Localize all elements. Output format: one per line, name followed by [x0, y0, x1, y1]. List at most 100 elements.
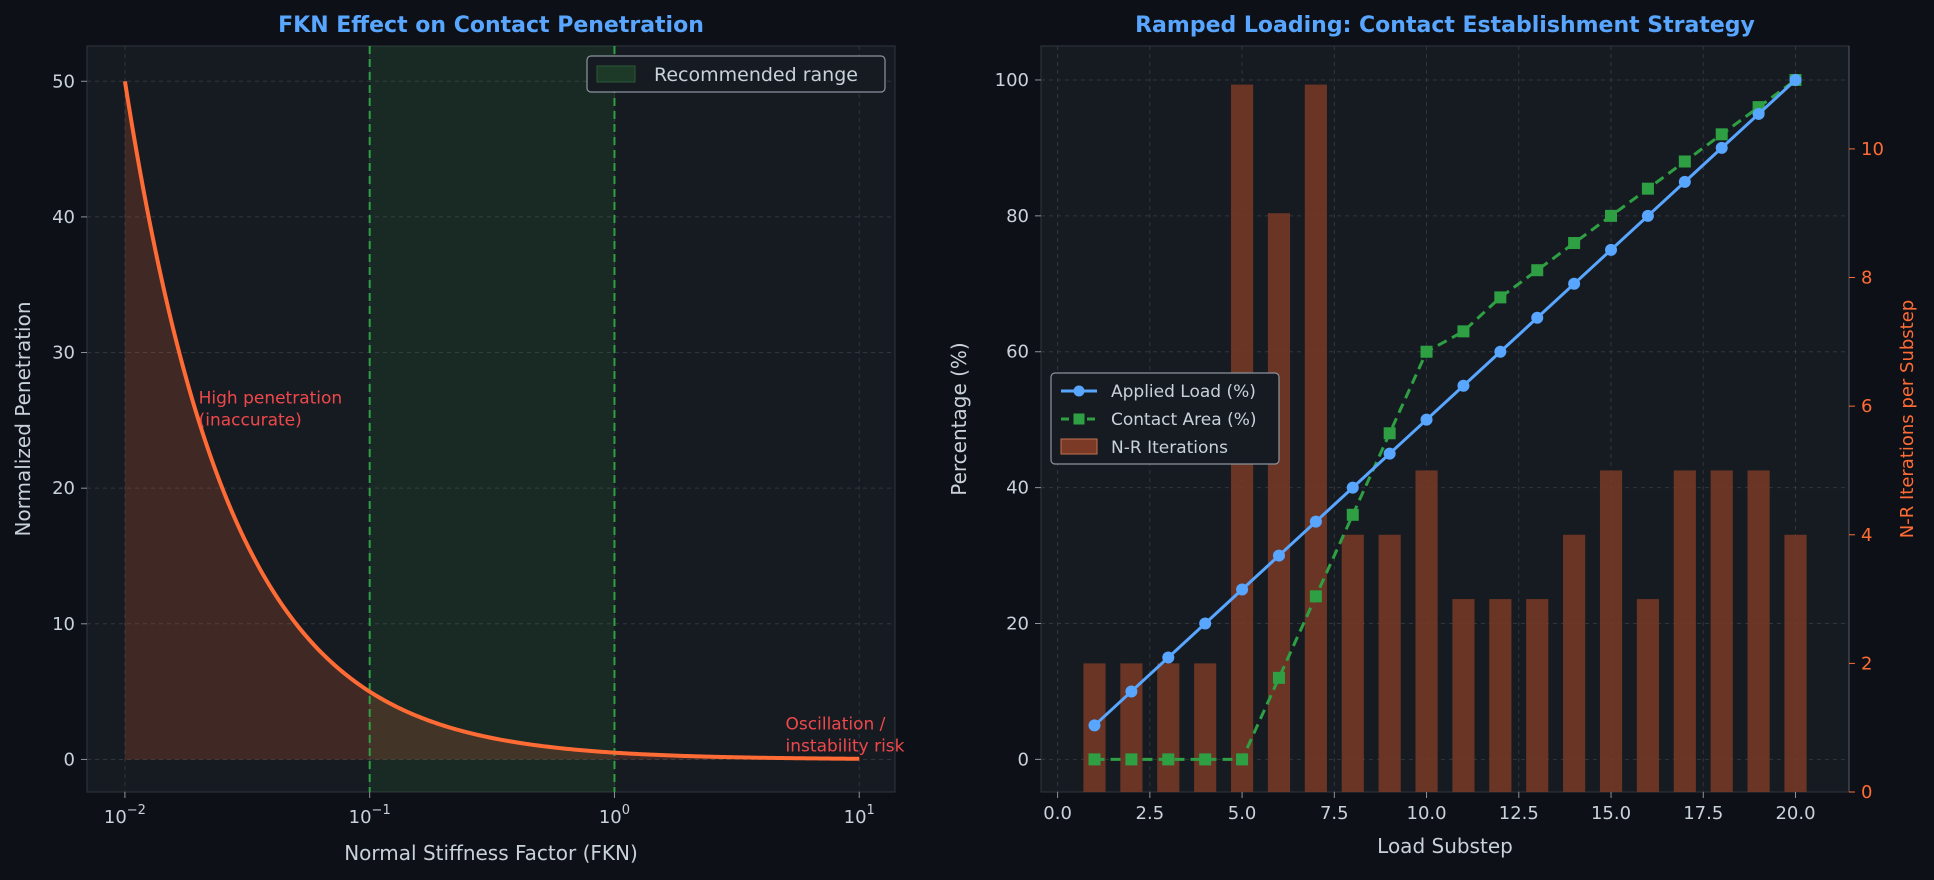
penetration-y-tick-label: 30 — [52, 343, 75, 364]
applied-load-markers — [1088, 73, 1802, 732]
iteration-bar — [1378, 534, 1401, 792]
contact-area-point — [1199, 753, 1212, 766]
applied-load-point — [1088, 719, 1101, 732]
contact-area-point — [1641, 182, 1654, 195]
ramped-y-tick-label: 100 — [995, 70, 1029, 91]
ramped-x-tick-label: 0.0 — [1043, 803, 1072, 824]
iteration-bars — [1083, 84, 1807, 793]
applied-load-point — [1678, 175, 1691, 188]
iterations-legend-swatch — [1060, 438, 1098, 455]
ramped-x-tick-label: 17.5 — [1683, 803, 1723, 824]
applied-load-point — [1309, 515, 1322, 528]
penetration-legend: Recommended range — [586, 55, 886, 93]
applied-load-point — [1605, 243, 1618, 256]
ramped-right-y-tick-label: 0 — [1861, 782, 1872, 803]
high-penetration-annotation: High penetration (inaccurate) — [199, 388, 343, 430]
ramped-x-tick-label: 12.5 — [1499, 803, 1539, 824]
iteration-bar — [1747, 470, 1770, 792]
contact-area-point — [1568, 237, 1581, 250]
contact-area-point — [1088, 753, 1101, 766]
ramped-loading-x-ticks: 0.0 2.5 5.0 7.5 10.0 12.5 15.0 17.5 20.0 — [1043, 792, 1816, 824]
contact-area-point — [1162, 753, 1175, 766]
applied-load-point — [1420, 413, 1433, 426]
penetration-x-tick-label: 10−2 — [104, 803, 146, 828]
penetration-plot-area — [86, 45, 896, 793]
applied-load-point — [1457, 379, 1470, 392]
penetration-y-tick-label: 20 — [52, 478, 75, 499]
iteration-bar — [1599, 470, 1623, 792]
applied-load-point — [1715, 141, 1728, 154]
instability-risk-annotation: Oscillation / instability risk — [786, 715, 905, 757]
applied-load-point — [1346, 481, 1359, 494]
penetration-curve — [122, 80, 860, 761]
contact-area-point — [1125, 753, 1138, 766]
ramped-right-y-tick-label: 6 — [1861, 396, 1872, 417]
ramped-loading-right-y-axis-label: N-R Iterations per Substep — [1897, 300, 1918, 538]
ramped-loading-chart: Ramped Loading: Contact Establishment St… — [947, 13, 1918, 858]
applied-load-point — [1236, 583, 1249, 596]
iteration-bar — [1710, 470, 1733, 792]
ramped-x-tick-label: 7.5 — [1320, 803, 1349, 824]
iteration-bar — [1563, 534, 1586, 792]
penetration-x-tick-label: 10−1 — [349, 803, 391, 828]
penetration-y-axis-label: Normalized Penetration — [11, 301, 35, 536]
iteration-bar — [1267, 213, 1291, 792]
ramped-loading-legend: Applied Load (%) Contact Area (%) N-R It… — [1050, 372, 1280, 465]
ramped-x-tick-label: 2.5 — [1136, 803, 1165, 824]
contact-area-markers — [1088, 73, 1802, 766]
applied-load-legend-label: Applied Load (%) — [1111, 382, 1256, 402]
applied-load-point — [1641, 209, 1654, 222]
penetration-chart-title: FKN Effect on Contact Penetration — [278, 13, 704, 38]
recommended-range-region — [369, 46, 615, 792]
applied-load-point — [1272, 549, 1285, 562]
applied-load-point — [1494, 345, 1507, 358]
penetration-y-ticks: 0 10 20 30 40 50 — [52, 71, 87, 770]
iteration-bar — [1636, 599, 1659, 792]
penetration-x-tick-label: 100 — [599, 803, 630, 828]
applied-load-point — [1199, 617, 1212, 630]
contact-area-line — [1094, 78, 1797, 761]
contact-area-point — [1309, 590, 1322, 603]
applied-load-legend-marker — [1073, 385, 1085, 397]
ramped-right-y-tick-label: 10 — [1861, 139, 1884, 160]
penetration-y-tick-label: 40 — [52, 207, 75, 228]
ramped-right-y-tick-label: 2 — [1861, 653, 1872, 674]
ramped-y-tick-label: 60 — [1006, 342, 1029, 363]
ramped-x-tick-label: 5.0 — [1228, 803, 1257, 824]
contact-area-point — [1715, 128, 1728, 141]
penetration-legend-frame — [586, 55, 886, 93]
iteration-bar — [1194, 663, 1217, 792]
contact-area-legend-marker — [1073, 413, 1085, 425]
applied-load-line — [1093, 78, 1797, 727]
contact-area-point — [1531, 264, 1544, 277]
ramped-right-y-tick-label: 8 — [1861, 268, 1872, 289]
applied-load-point — [1789, 73, 1802, 86]
contact-area-point — [1494, 291, 1507, 304]
iteration-bar — [1415, 470, 1438, 792]
ramped-loading-chart-title: Ramped Loading: Contact Establishment St… — [1135, 13, 1755, 38]
recommended-range-legend-label: Recommended range — [654, 64, 858, 86]
contact-area-point — [1346, 508, 1359, 521]
ramped-x-tick-label: 15.0 — [1591, 803, 1631, 824]
ramped-loading-y-ticks: 0 20 40 60 80 100 — [995, 70, 1041, 770]
ramped-right-y-tick-label: 4 — [1861, 525, 1872, 546]
ramped-y-tick-label: 20 — [1006, 614, 1029, 635]
contact-area-legend-label: Contact Area (%) — [1111, 410, 1257, 430]
ramped-y-tick-label: 80 — [1006, 206, 1029, 227]
iterations-legend-label: N-R Iterations — [1111, 438, 1228, 458]
contact-area-point — [1678, 155, 1691, 168]
applied-load-point — [1125, 685, 1138, 698]
ramped-loading-y-axis-label: Percentage (%) — [947, 342, 971, 495]
penetration-y-tick-label: 0 — [64, 749, 75, 770]
contact-area-point — [1605, 209, 1618, 222]
ramped-loading-right-y-ticks: 0 2 4 6 8 10 — [1848, 46, 1884, 803]
ramped-loading-x-axis-label: Load Substep — [1377, 834, 1513, 858]
applied-load-point — [1383, 447, 1396, 460]
contact-area-point — [1236, 753, 1249, 766]
iteration-bar — [1784, 534, 1807, 792]
ramped-y-tick-label: 40 — [1006, 478, 1029, 499]
applied-load-point — [1162, 651, 1175, 664]
penetration-area-fill — [124, 81, 860, 760]
applied-load-point — [1752, 107, 1765, 120]
penetration-y-tick-label: 50 — [52, 71, 75, 92]
